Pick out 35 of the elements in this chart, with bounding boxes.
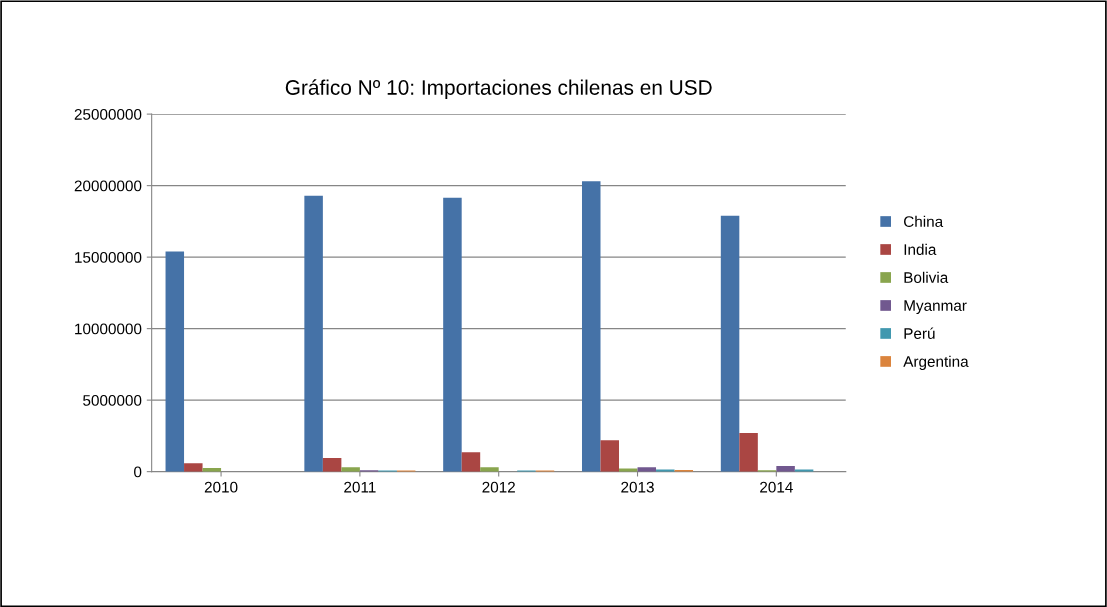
- bar: [165, 251, 185, 472]
- legend-label: China: [904, 215, 944, 227]
- bar: [443, 197, 462, 472]
- bar: [600, 440, 620, 472]
- bar: [461, 452, 481, 472]
- bar: [776, 465, 795, 472]
- bar: [619, 468, 638, 472]
- bar: [739, 433, 758, 472]
- bar: [184, 463, 203, 472]
- bar: [341, 467, 360, 472]
- bar: [304, 195, 323, 472]
- legend-label: Argentina: [903, 355, 969, 370]
- bar: [656, 469, 675, 472]
- x-tick-label: 2014: [760, 481, 793, 493]
- y-tick-label: 10000000: [75, 323, 142, 335]
- y-tick-label: 15000000: [75, 251, 142, 263]
- x-tick-label: 2011: [344, 481, 376, 493]
- bar: [322, 458, 342, 472]
- x-tick-label: 2010: [204, 481, 238, 493]
- legend-label: India: [904, 243, 937, 255]
- legend-label: Myanmar: [904, 300, 967, 314]
- bar: [637, 467, 657, 472]
- bar: [581, 181, 601, 472]
- y-tick-label: 5000000: [83, 395, 142, 406]
- y-tick-label: 0: [134, 466, 142, 478]
- bar: [480, 467, 499, 472]
- legend-label: Perú: [904, 327, 935, 339]
- x-tick-label: 2012: [482, 481, 515, 493]
- bar: [794, 469, 814, 472]
- y-tick-label: 25000000: [74, 108, 142, 120]
- chart-title: Gráfico Nº 10: Importaciones chilenas en USD: [285, 79, 712, 99]
- x-tick-label: 2013: [621, 481, 654, 493]
- bar: [720, 215, 740, 472]
- legend-label: Bolivia: [904, 271, 949, 283]
- y-tick-label: 20000000: [74, 180, 142, 192]
